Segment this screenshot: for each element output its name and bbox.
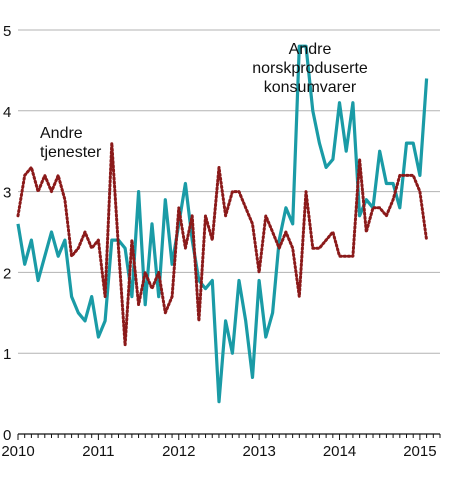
x-tick-label: 2011: [82, 443, 114, 460]
annotation-line: Andre: [289, 41, 332, 58]
x-tick-label: 2012: [162, 443, 195, 460]
x-tick-label: 2015: [403, 443, 436, 460]
series-line-1: [16, 141, 429, 347]
y-tick-label: 2: [3, 265, 11, 282]
annotation-line: konsumvarer: [264, 79, 357, 96]
y-axis-ticks: 0 1 2 3 4 5: [3, 23, 11, 444]
gridlines: [18, 29, 440, 354]
series-lines: [16, 44, 429, 404]
y-tick-label: 4: [3, 104, 11, 121]
x-tick-label: 2013: [242, 443, 275, 460]
y-tick-label: 1: [3, 346, 11, 363]
annotation-line: Andre: [40, 125, 83, 142]
y-tick-label: 5: [3, 23, 11, 40]
annotations: Andre norskproduserte konsumvarer Andre tjen…: [40, 41, 368, 161]
y-tick-label: 3: [3, 185, 11, 202]
x-tick-label: 2010: [1, 443, 34, 460]
annotation-line: norskproduserte: [252, 60, 368, 77]
annotation-label: Andre tjenester: [40, 125, 102, 161]
annotation-label: Andre norskproduserte konsumvarer: [252, 41, 368, 96]
annotation-line: tjenester: [40, 144, 102, 161]
x-axis: 2010 2011 2012 2013 2014 2015: [1, 433, 441, 460]
x-tick-label: 2014: [323, 443, 356, 460]
y-tick-label: 0: [3, 427, 11, 444]
series-line-0: [16, 44, 429, 404]
